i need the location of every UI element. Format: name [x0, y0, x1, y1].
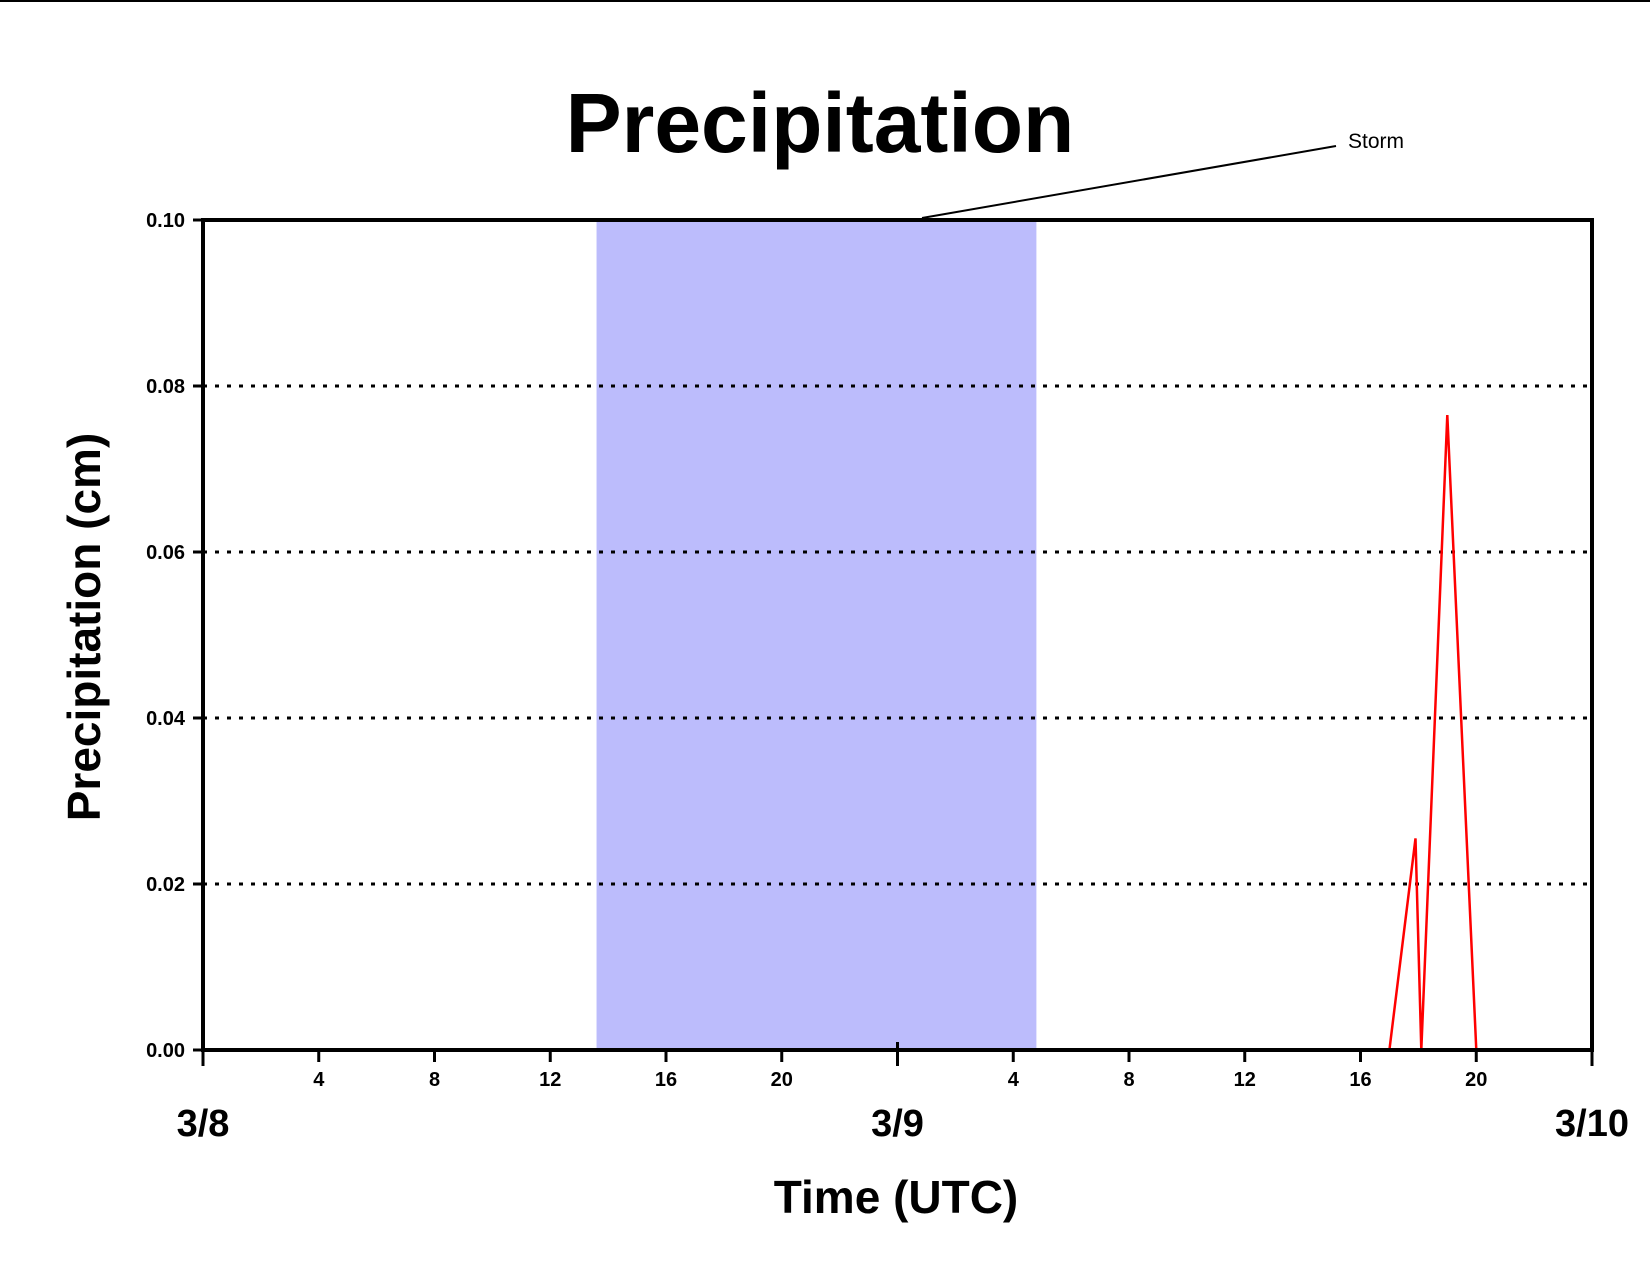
y-tick-label: 0.04 [146, 708, 186, 730]
date-tick-label: 3/8 [177, 1103, 230, 1145]
x-tick-label: 4 [1008, 1069, 1020, 1091]
x-tick-label: 16 [1349, 1069, 1371, 1091]
y-tick-label: 0.02 [146, 874, 185, 896]
x-tick-label: 8 [1123, 1069, 1134, 1091]
storm-annotation-leader [921, 145, 1337, 219]
plot-area: 0.00 0.02 0.04 0.06 0.08 0.10 4 8 12 16 20 4 8 12 16 20… [146, 145, 1629, 1145]
y-axis-label: Precipitation (cm) [58, 433, 110, 822]
y-tick-label: 0.10 [146, 210, 185, 232]
storm-annotation-label: Storm [1348, 130, 1404, 153]
x-tick-label: 8 [429, 1069, 440, 1091]
x-axis-label: Time (UTC) [774, 1171, 1019, 1223]
x-tick-label: 12 [1234, 1069, 1256, 1091]
y-tick-label: 0.00 [146, 1040, 185, 1062]
date-tick-label: 3/10 [1555, 1103, 1629, 1145]
top-border-line [0, 0, 1650, 2]
x-tick-label: 20 [1465, 1069, 1487, 1091]
x-tick-label: 20 [771, 1069, 793, 1091]
storm-shaded-region [596, 220, 1037, 1050]
x-tick-label: 12 [539, 1069, 561, 1091]
y-tick-label: 0.08 [146, 376, 185, 398]
x-tick-label: 16 [655, 1069, 677, 1091]
y-tick-label: 0.06 [146, 542, 185, 564]
date-tick-label: 3/9 [871, 1103, 924, 1145]
chart-title: Precipitation [566, 76, 1075, 170]
x-tick-label: 4 [313, 1069, 325, 1091]
